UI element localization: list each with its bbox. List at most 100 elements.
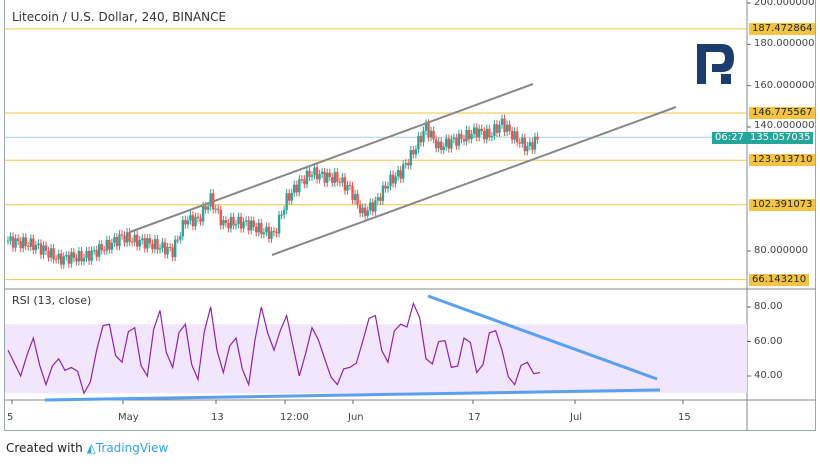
candle-body: [100, 244, 103, 251]
candle-body: [361, 207, 364, 214]
candle-body: [290, 192, 293, 201]
candle-body: [305, 170, 309, 185]
candle-body: [417, 136, 420, 150]
time-tick-label: 12:00: [280, 412, 309, 423]
candle-body: [67, 255, 70, 264]
candle-body: [528, 142, 532, 147]
candle-body: [156, 239, 159, 250]
candle-body: [217, 208, 220, 211]
candle-body: [313, 167, 316, 176]
channel-lower-line: [271, 106, 677, 256]
candle-body: [60, 253, 63, 265]
candle-body: [72, 252, 76, 258]
candle-body: [239, 216, 243, 229]
candle-body: [52, 248, 55, 260]
candle-body: [351, 185, 354, 201]
candle-body: [391, 174, 395, 184]
candle-body: [358, 204, 362, 214]
candle-body: [260, 222, 263, 235]
candle-body: [125, 232, 129, 243]
candle-body: [343, 177, 347, 191]
candle-body: [508, 124, 511, 131]
candle-body: [326, 172, 329, 183]
candle-body: [424, 123, 428, 131]
candle-body: [237, 216, 240, 225]
candle-body: [128, 232, 131, 242]
candle-body: [498, 124, 501, 133]
rsi-line: [7, 301, 541, 395]
candle-body: [146, 238, 149, 249]
candle-body: [6, 240, 10, 242]
candle-body: [85, 250, 88, 258]
candle-body: [412, 150, 415, 155]
candle-body: [272, 231, 276, 233]
candle-body: [49, 248, 53, 258]
candle-body: [298, 179, 301, 193]
candle-body: [300, 179, 304, 181]
price-tick-label: 160.000000: [754, 79, 815, 91]
candle-body: [493, 124, 496, 136]
footer-credit[interactable]: Created with ◭TradingView: [6, 441, 168, 455]
candle-body: [521, 137, 524, 144]
candle-body: [224, 220, 228, 224]
candle-body: [141, 238, 144, 241]
candle-body: [404, 163, 407, 165]
rsi-band: [5, 324, 747, 394]
channel-upper-line: [129, 83, 534, 233]
candle-body: [77, 251, 81, 262]
symbol-title: Litecoin / U.S. Dollar, 240, BINANCE: [12, 10, 227, 24]
candle-body: [346, 184, 349, 191]
candle-body: [467, 129, 471, 140]
candle-body: [37, 243, 40, 246]
candle-body: [536, 136, 539, 140]
candle-body: [488, 128, 491, 138]
candle-body: [184, 220, 187, 225]
candle-body: [341, 177, 344, 183]
candle-body: [478, 128, 481, 138]
candle-body: [82, 257, 86, 262]
candle-body: [118, 234, 121, 247]
candle-body: [9, 236, 12, 241]
candle-body: [277, 215, 281, 234]
candle-body: [11, 236, 15, 248]
candle-body: [189, 215, 192, 221]
candle-body: [447, 138, 450, 149]
candle-body: [209, 193, 212, 207]
time-tick-label: Jun: [348, 412, 364, 423]
candle-body: [257, 222, 260, 233]
broker-logo-icon: [697, 44, 734, 72]
candle-body: [219, 210, 222, 226]
chart-frame: [4, 0, 816, 431]
candle-body: [389, 174, 392, 187]
candle-body: [229, 216, 233, 229]
candle-body: [328, 172, 331, 178]
candle-body: [495, 124, 499, 133]
candle-body: [285, 193, 288, 211]
candle-body: [42, 245, 45, 255]
broker-logo-icon: [721, 74, 731, 84]
broker-logo-icon: [697, 44, 706, 84]
candle-body: [442, 146, 445, 150]
candle-body: [54, 259, 58, 261]
candle-body: [427, 123, 430, 138]
candle-body: [462, 139, 466, 142]
time-tick-label: 13: [211, 412, 224, 423]
candle-body: [523, 137, 526, 152]
candle-body: [445, 138, 448, 147]
candle-body: [115, 237, 119, 247]
candle-body: [419, 136, 423, 143]
candle-body: [19, 240, 22, 249]
level-label: 187.472864: [749, 22, 816, 35]
candle-body: [516, 131, 519, 143]
candle-body: [379, 197, 382, 201]
candle-body: [123, 235, 126, 243]
tradingview-link[interactable]: TradingView: [95, 441, 169, 455]
candle-body: [348, 184, 352, 186]
candle-body: [303, 179, 306, 185]
candle-body: [331, 177, 334, 183]
candle-body: [275, 232, 278, 234]
candle-body: [381, 185, 385, 201]
candle-body: [95, 250, 98, 257]
